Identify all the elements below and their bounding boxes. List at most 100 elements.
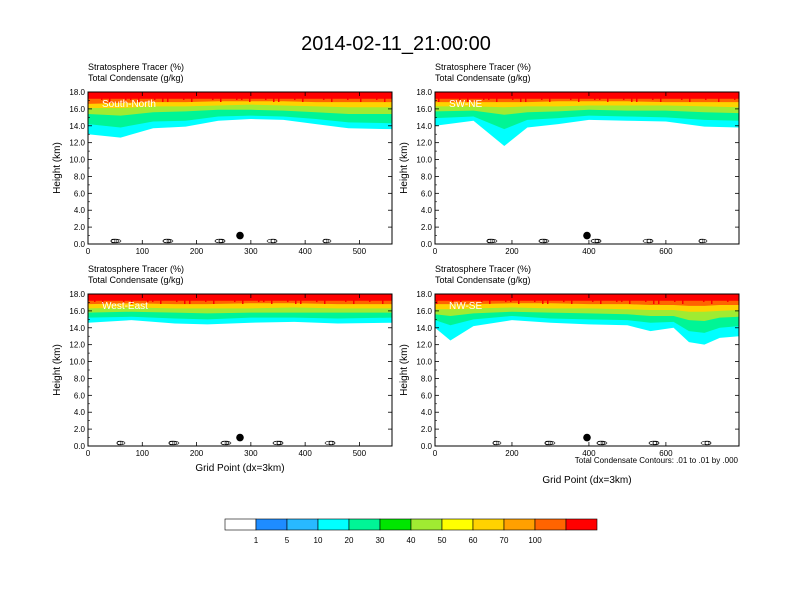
y-tick-label: 4.0 <box>74 206 86 215</box>
x-tick-label: 600 <box>659 247 673 256</box>
tracer-stripe <box>117 92 119 98</box>
tracer-stripe <box>697 92 699 98</box>
y-tick-label: 14.0 <box>69 122 85 131</box>
x-tick-label: 0 <box>433 449 438 458</box>
tracer-stripe <box>512 92 514 100</box>
tracer-stripe <box>376 92 378 100</box>
condensate-contour <box>224 440 230 446</box>
tracer-stripe <box>726 92 728 98</box>
y-tick-label: 18.0 <box>416 88 432 97</box>
tracer-stripe <box>152 294 154 302</box>
tracer-stripe <box>504 92 506 98</box>
section-label: West-East <box>102 301 148 312</box>
x-tick-label: 300 <box>244 449 258 458</box>
tracer-stripe <box>616 294 618 302</box>
tracer-stripe <box>446 92 448 98</box>
tracer-stripe <box>242 294 244 304</box>
y-tick-label: 16.0 <box>416 105 432 114</box>
tracer-stripe <box>316 294 318 302</box>
tracer-field <box>435 294 739 446</box>
tracer-stripe <box>213 294 215 304</box>
tracer-stripe <box>287 294 289 302</box>
colorbar-label: 20 <box>345 536 354 545</box>
tracer-stripe <box>555 294 557 300</box>
tracer-stripe <box>347 92 349 100</box>
tracer-stripe <box>459 92 461 100</box>
y-tick-label: 2.0 <box>74 425 86 434</box>
x-axis-label: Grid Point (dx=3km) <box>195 463 284 474</box>
tracer-stripe <box>645 294 647 302</box>
y-tick-label: 16.0 <box>69 105 85 114</box>
tracer-stripe <box>332 294 334 300</box>
y-tick-label: 0.0 <box>74 240 86 249</box>
y-tick-label: 6.0 <box>74 189 86 198</box>
tracer-stripe <box>315 92 317 98</box>
tracer-stripe <box>168 294 170 300</box>
tracer-stripe <box>674 294 676 302</box>
colorbar-swatch <box>534 518 567 531</box>
y-tick-label: 10.0 <box>69 358 85 367</box>
tracer-stripe <box>278 92 280 102</box>
x-tick-label: 200 <box>190 247 204 256</box>
tracer-stripe <box>497 294 499 300</box>
x-tick-label: 300 <box>244 247 258 256</box>
tracer-stripe <box>236 92 238 100</box>
tracer-stripe <box>562 92 564 98</box>
condensate-contour <box>166 238 172 244</box>
y-tick-label: 14.0 <box>416 324 432 333</box>
y-tick-label: 14.0 <box>416 122 432 131</box>
y-tick-label: 4.0 <box>421 408 433 417</box>
tracer-stripe <box>184 294 186 304</box>
tracer-stripe <box>162 92 164 102</box>
x-tick-label: 200 <box>505 449 519 458</box>
tracer-stripe <box>579 294 581 300</box>
tracer-stripe <box>189 294 191 304</box>
section-label: SW-NE <box>449 99 482 110</box>
tracer-stripe <box>183 92 185 100</box>
panel-subtitle-condensate: Total Condensate (g/kg) <box>88 73 184 83</box>
panel-subtitle-tracer: Stratosphere Tracer (%) <box>435 264 531 274</box>
tracer-stripe <box>109 92 111 102</box>
tracer-stripe <box>286 92 288 98</box>
tracer-stripe <box>689 92 691 102</box>
tracer-stripe <box>228 92 230 98</box>
colorbar-swatch <box>472 518 505 531</box>
y-tick-label: 14.0 <box>69 324 85 333</box>
tracer-stripe <box>578 92 580 102</box>
tracer-stripe <box>608 294 610 300</box>
panel-subtitle-tracer: Stratosphere Tracer (%) <box>88 264 184 274</box>
y-axis-label: Height (km) <box>399 142 410 194</box>
tracer-field <box>435 92 739 244</box>
tracer-stripe <box>660 92 662 102</box>
tracer-stripe <box>658 294 660 304</box>
colorbar-swatch <box>379 518 412 531</box>
condensate-contour <box>270 238 278 244</box>
tracer-stripe <box>146 92 148 98</box>
tracer-stripe <box>436 294 438 304</box>
condensate-contour <box>110 238 122 244</box>
y-tick-label: 10.0 <box>416 358 432 367</box>
tracer-stripe <box>220 92 222 102</box>
tracer-stripe <box>705 92 707 100</box>
x-tick-label: 100 <box>136 247 150 256</box>
colorbar: 1 5 10 20 30 40 50 60 70 100 <box>224 518 598 545</box>
colorbar-swatch <box>317 518 350 531</box>
tracer-stripe <box>607 92 609 102</box>
y-axis-label: Height (km) <box>52 344 63 396</box>
tracer-stripe <box>139 294 141 300</box>
x-tick-label: 400 <box>298 247 312 256</box>
condensate-contour <box>542 238 548 244</box>
tracer-stripe <box>369 294 371 302</box>
colorbar-swatch <box>565 518 598 531</box>
tracer-stripe <box>257 92 259 98</box>
x-tick-label: 100 <box>136 449 150 458</box>
x-tick-label: 400 <box>298 449 312 458</box>
colorbar-swatch <box>286 518 319 531</box>
colorbar-swatch <box>224 518 257 531</box>
tracer-stripe <box>302 92 304 102</box>
tracer-stripe <box>668 92 670 98</box>
condensate-contour <box>544 440 556 446</box>
y-tick-label: 18.0 <box>69 290 85 299</box>
y-tick-label: 12.0 <box>69 139 85 148</box>
